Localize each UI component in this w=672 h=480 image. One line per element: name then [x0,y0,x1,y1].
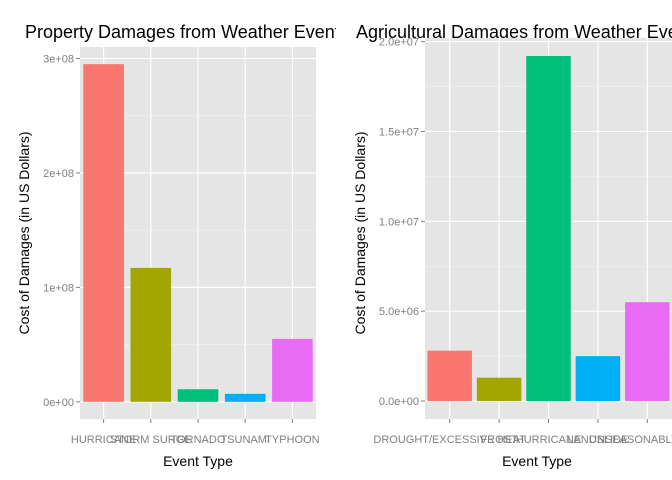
y-tick-label: 3e+08 [43,53,74,65]
bar [625,302,670,402]
y-tick-label: 2e+08 [43,168,74,180]
x-tick-label: TSUNAMI [220,434,270,446]
y-tick-label: 5.0e+06 [379,306,419,318]
bar [272,338,313,402]
bar [130,267,172,402]
x-tick-label: DROUGHT/EXCESSIVE HEAT [373,434,526,446]
y-axis-ticks: 0e+00 1e+08 2e+08 3e+08 [43,53,80,409]
bar [177,389,219,402]
property-damages-panel: Property Damages from Weather Events 0e+… [16,22,349,469]
x-tick-label: HURRICANE [516,434,581,446]
bar [526,55,571,402]
y-axis-title: Cost of Damages (in US Dollars) [352,131,368,334]
y-tick-label: 0e+00 [43,397,74,409]
x-tick-label: STORM SURGE [110,434,192,446]
chart-title: Agricultural Damages from Weather Events [356,22,672,42]
x-tick-label: LANDSLIDE [567,434,628,446]
bar [476,377,522,402]
x-tick-label: FROST [480,434,518,446]
y-tick-label: 1.5e+07 [379,126,419,138]
bar [427,350,472,402]
bar [575,356,621,402]
chart-title: Property Damages from Weather Events [25,22,349,42]
x-tick-label: TYPHOON [265,434,319,446]
y-tick-label: 1.0e+07 [379,216,419,228]
x-axis-ticks: DROUGHT/EXCESSIVE HEATFROSTHURRICANELAND… [373,419,672,446]
y-axis-ticks: 0.0e+00 5.0e+06 1.0e+07 1.5e+07 2.0e+07 [379,37,425,408]
bars [83,64,313,402]
y-axis-title: Cost of Damages (in US Dollars) [16,131,32,334]
y-tick-label: 0.0e+00 [379,396,419,408]
x-tick-label: UNSEASONABLY WET [589,434,672,446]
y-tick-label: 1e+08 [43,282,74,294]
y-tick-label: 2.0e+07 [379,37,419,49]
bar [224,393,266,402]
bars [427,55,670,402]
x-axis-title: Event Type [163,453,233,469]
x-axis-title: Event Type [502,453,572,469]
x-tick-label: TORNADO [171,434,226,446]
x-tick-label: HURRICANE [71,434,136,446]
bar [83,64,124,402]
agricultural-damages-panel: Agricultural Damages from Weather Events… [352,22,672,469]
